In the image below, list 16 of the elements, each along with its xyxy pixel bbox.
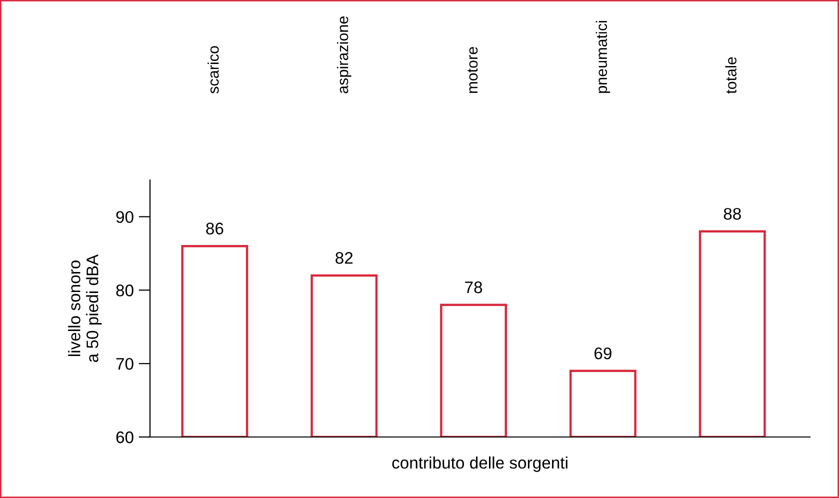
y-tick-label: 90 — [116, 211, 134, 223]
x-tick-label: aspirazione — [336, 16, 352, 94]
x-axis-title: contributo delle sorgenti — [392, 456, 568, 472]
data-label: 78 — [465, 281, 482, 294]
y-tick-label: 70 — [116, 358, 134, 370]
data-label: 82 — [336, 252, 353, 264]
data-label: 69 — [594, 347, 612, 360]
x-tick-label: pneumatici — [596, 21, 610, 93]
x-tick-label: motore — [468, 47, 478, 93]
x-tick-label: totale — [725, 57, 736, 94]
y-tick-label: 80 — [116, 284, 134, 296]
data-label: 86 — [206, 222, 224, 234]
y-tick-label: 60 — [116, 431, 134, 444]
y-axis-title: livello sonoro a 50 piedi dBA — [68, 254, 102, 362]
data-label: 88 — [724, 208, 741, 220]
x-tick-label: scarico — [208, 46, 219, 94]
